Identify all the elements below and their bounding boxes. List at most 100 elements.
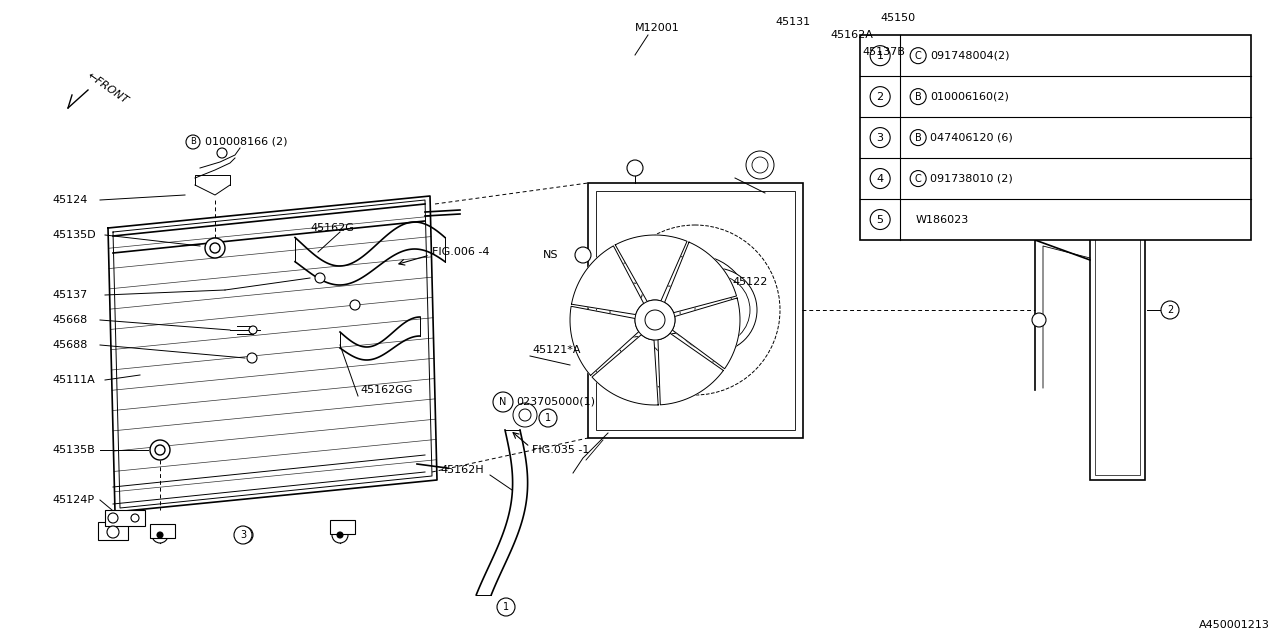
Text: FIG.035 -1: FIG.035 -1 [532,445,589,455]
Circle shape [635,300,675,340]
Text: B: B [915,92,922,102]
Circle shape [332,527,348,543]
Text: 45131: 45131 [774,17,810,27]
Circle shape [186,135,200,149]
Polygon shape [616,235,687,301]
Circle shape [870,86,890,107]
Bar [105,510,145,526]
Circle shape [1111,182,1123,194]
Circle shape [337,532,343,538]
Text: 45135D: 45135D [52,230,96,240]
Text: 45124: 45124 [52,195,87,205]
Circle shape [349,300,360,310]
Circle shape [645,310,666,330]
Circle shape [870,168,890,189]
Bar [99,522,128,540]
Circle shape [497,598,515,616]
Circle shape [315,273,325,283]
Circle shape [753,157,768,173]
Circle shape [250,326,257,334]
Text: 45162G: 45162G [310,223,353,233]
Bar [150,524,175,538]
Circle shape [910,170,927,186]
Bar [1091,200,1146,480]
Circle shape [910,88,927,104]
Text: 4: 4 [877,173,883,184]
Circle shape [131,514,140,522]
Text: 45162A: 45162A [829,30,873,40]
Circle shape [539,409,557,427]
Text: NS: NS [543,250,558,260]
Bar [596,191,795,430]
Text: 45122: 45122 [732,277,768,287]
Bar [1098,188,1137,202]
Text: ←FRONT: ←FRONT [84,70,129,106]
Text: 45124P: 45124P [52,495,95,505]
Text: A450001213: A450001213 [1199,620,1270,630]
Circle shape [155,445,165,455]
Polygon shape [591,335,658,405]
Circle shape [218,148,227,158]
Circle shape [493,392,513,412]
Circle shape [870,127,890,148]
Circle shape [575,247,591,263]
Text: 45688: 45688 [52,340,87,350]
Text: 45111A: 45111A [52,375,95,385]
Circle shape [234,526,252,544]
Text: 45668: 45668 [52,315,87,325]
Circle shape [746,151,774,179]
Text: 3: 3 [877,132,883,143]
Text: 091738010 (2): 091738010 (2) [931,173,1012,184]
Text: 091748004(2): 091748004(2) [931,51,1010,61]
Circle shape [242,532,248,538]
Circle shape [247,353,257,363]
Circle shape [673,268,756,352]
Text: W186023: W186023 [915,214,969,225]
Text: C: C [915,173,922,184]
Text: C: C [915,51,922,61]
Text: 45162H: 45162H [440,465,484,475]
Text: 45137: 45137 [52,290,87,300]
Text: M12001: M12001 [635,23,680,33]
Circle shape [910,48,927,64]
Circle shape [210,243,220,253]
Polygon shape [664,242,736,313]
Text: 010006160(2): 010006160(2) [931,92,1009,102]
Polygon shape [571,246,644,315]
Circle shape [237,527,253,543]
Circle shape [108,513,118,523]
Text: 047406120 (6): 047406120 (6) [931,132,1012,143]
Circle shape [870,45,890,66]
Text: 3: 3 [239,530,246,540]
Circle shape [1161,301,1179,319]
Polygon shape [570,307,639,376]
Polygon shape [658,333,723,405]
Circle shape [152,527,168,543]
Circle shape [627,160,643,176]
Text: 023705000(1): 023705000(1) [516,397,595,407]
Text: 1: 1 [877,51,883,61]
Text: B: B [189,138,196,147]
Circle shape [513,403,538,427]
Text: N: N [499,397,507,407]
Circle shape [157,532,163,538]
Text: B: B [915,132,922,143]
Circle shape [870,209,890,230]
Text: 2: 2 [1167,305,1174,315]
Polygon shape [672,298,740,369]
Text: 1: 1 [545,413,552,423]
Circle shape [150,440,170,460]
Circle shape [1032,313,1046,327]
Text: 45121*A: 45121*A [532,345,581,355]
Bar [860,35,1251,240]
Text: 1: 1 [503,602,509,612]
Circle shape [910,129,927,146]
Circle shape [518,409,531,421]
Circle shape [108,526,119,538]
Circle shape [205,238,225,258]
Text: 45162GG: 45162GG [360,385,412,395]
Bar [330,520,355,534]
Text: 45137B: 45137B [861,47,905,57]
Text: 45135B: 45135B [52,445,95,455]
Text: 45150: 45150 [881,13,915,23]
